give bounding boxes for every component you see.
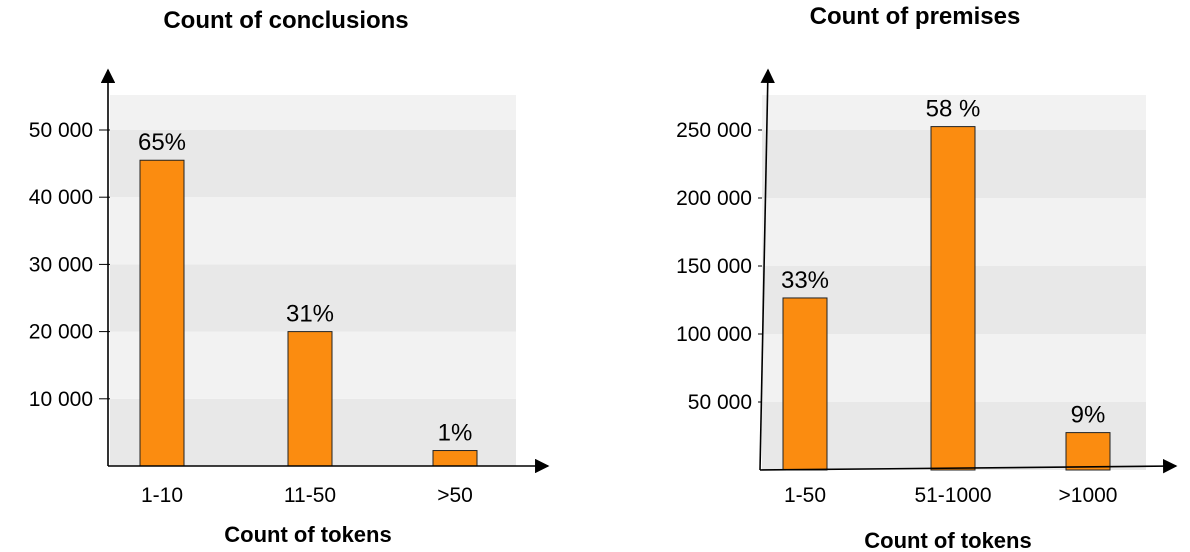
- x-axis: [759, 458, 1178, 474]
- x-tick-label: 11-50: [284, 484, 336, 507]
- y-tick-label: 50 000: [688, 391, 752, 414]
- y-tick-label: 250 000: [676, 119, 752, 142]
- x-axis-label: Count of tokens: [224, 522, 391, 547]
- y-tick-label: 150 000: [676, 255, 752, 278]
- premises-chart: Count of premises 50 000 100 000 150 000 20…: [676, 3, 1178, 552]
- x-tick-label: 1-50: [784, 484, 826, 507]
- x-axis-label: Count of tokens: [864, 528, 1031, 552]
- y-tick-label: 100 000: [676, 323, 752, 346]
- y-tick-label: 40 000: [29, 186, 93, 209]
- chart-title: Count of premises: [810, 3, 1021, 30]
- y-axis: [759, 68, 775, 471]
- bar: [139, 159, 185, 467]
- x-tick-label: 51-1000: [914, 484, 991, 507]
- y-tick-label: 20 000: [29, 321, 93, 344]
- chart-title: Count of conclusions: [163, 7, 408, 34]
- y-tick-label: 200 000: [676, 187, 752, 210]
- y-tick-label: 50 000: [29, 119, 93, 142]
- data-label: 33%: [781, 267, 829, 294]
- y-tick-label: 10 000: [29, 388, 93, 411]
- grid-band: [762, 95, 1146, 130]
- bar: [432, 450, 478, 467]
- bar: [930, 126, 976, 471]
- data-label: 1%: [438, 420, 473, 447]
- data-label: 65%: [138, 129, 186, 156]
- data-label: 9%: [1071, 402, 1106, 429]
- bar: [782, 297, 828, 471]
- data-label: 31%: [286, 301, 334, 328]
- x-tick-label: 1-10: [141, 484, 183, 507]
- x-tick-label: >50: [437, 484, 473, 507]
- data-label: 58 %: [926, 96, 981, 123]
- conclusions-chart: Count of conclusions 10 000 20 000 30 000 4…: [29, 7, 550, 547]
- grid-band: [110, 95, 516, 130]
- bar: [287, 331, 333, 467]
- y-tick-label: 30 000: [29, 253, 93, 276]
- x-tick-label: >1000: [1059, 484, 1118, 507]
- bar: [1065, 432, 1111, 471]
